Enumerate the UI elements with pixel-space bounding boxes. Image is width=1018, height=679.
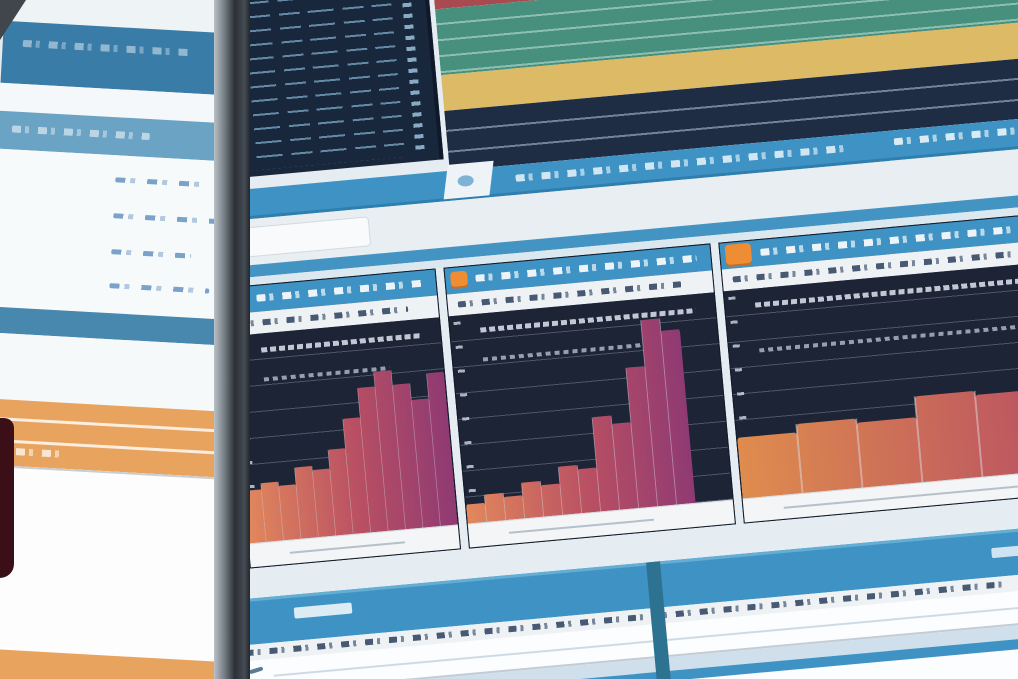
statusbar-line — [289, 541, 405, 554]
chart3-plot-area[interactable] — [723, 236, 1018, 501]
row-cursor-icon — [248, 666, 264, 675]
chart1-histogram — [246, 370, 458, 546]
chart-panel-3[interactable] — [718, 187, 1018, 524]
charts-row — [246, 187, 1018, 571]
chart3-histogram — [737, 389, 1018, 501]
list-cell-streaks — [109, 283, 210, 294]
left-app-list-rows[interactable] — [0, 148, 232, 322]
blotter-tab[interactable] — [293, 602, 353, 619]
chart2-histogram — [466, 318, 696, 526]
floating-panel[interactable] — [246, 216, 372, 260]
terminal-list-window[interactable] — [246, 0, 444, 181]
monitor-bezel-divider — [214, 0, 250, 679]
subheader-text-streaks — [11, 125, 150, 141]
app-icon[interactable] — [724, 242, 753, 268]
chart1-plot-area[interactable] — [246, 317, 458, 546]
left-monitor-content — [0, 0, 232, 679]
chart-panel-1[interactable] — [246, 268, 462, 569]
main-monitor-content — [246, 0, 1018, 679]
foreground-object — [0, 418, 14, 578]
title-text-streaks — [22, 39, 189, 57]
left-monitor-screen — [0, 0, 232, 679]
chart2-plot-area[interactable] — [448, 292, 733, 526]
app-icon[interactable] — [449, 270, 469, 290]
chart-panel-2[interactable] — [443, 243, 736, 549]
list-cell-streaks — [113, 213, 224, 225]
left-app-form-panel[interactable] — [0, 464, 232, 664]
terminal-scrollbar[interactable] — [399, 0, 425, 154]
blotter-tab-2[interactable] — [991, 544, 1018, 559]
statusbar-line — [508, 518, 655, 534]
list-cell-streaks — [111, 249, 192, 259]
terminal-text-rows — [246, 0, 406, 174]
main-monitor-screen — [246, 0, 1018, 679]
list-cell-streaks — [115, 177, 206, 188]
banner-divider — [0, 416, 232, 435]
